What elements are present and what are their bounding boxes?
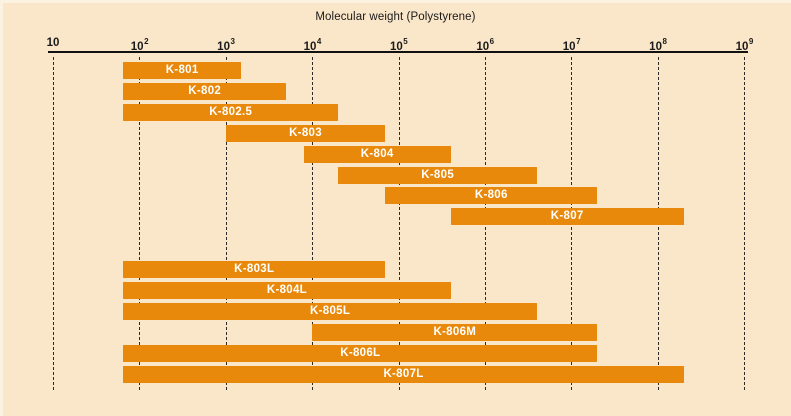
range-bar-k-802: K-802 bbox=[123, 82, 287, 100]
x-gridline bbox=[744, 57, 746, 390]
x-gridline bbox=[398, 57, 400, 390]
range-bar-k-802.5: K-802.5 bbox=[123, 103, 339, 121]
x-gridline bbox=[312, 57, 314, 390]
bar-label: K-802 bbox=[188, 84, 222, 97]
bar-label: K-804 bbox=[360, 147, 394, 160]
x-tick-label: 102 bbox=[130, 37, 149, 53]
x-tick-exponent: 9 bbox=[748, 37, 754, 46]
bar-label: K-806 bbox=[474, 189, 508, 202]
range-bar-k-803: K-803 bbox=[225, 124, 386, 142]
range-bar-k-804: K-804 bbox=[303, 145, 451, 163]
x-tick-exponent: 3 bbox=[230, 37, 235, 46]
canvas-top-edge-highlight bbox=[0, 0, 791, 3]
x-tick-label: 104 bbox=[303, 37, 322, 53]
bar-label: K-806L bbox=[340, 346, 381, 359]
x-tick-label: 105 bbox=[389, 37, 408, 53]
x-tick-exponent: 4 bbox=[316, 37, 322, 46]
range-bar-k-807: K-807 bbox=[450, 208, 684, 226]
range-bar-k-804l: K-804L bbox=[123, 281, 451, 299]
x-gridline bbox=[53, 57, 54, 390]
bar-label: K-803L bbox=[234, 263, 275, 275]
bar-label: K-803 bbox=[289, 126, 322, 139]
chart-title: Molecular weight (Polystyrene) bbox=[315, 11, 476, 23]
x-tick-exponent: 6 bbox=[489, 37, 495, 46]
bar-label: K-802.5 bbox=[209, 105, 253, 118]
range-bar-k-801: K-801 bbox=[123, 62, 241, 79]
bar-label: K-801 bbox=[165, 64, 199, 76]
range-bar-k-805: K-805 bbox=[338, 166, 537, 184]
x-tick-exponent: 5 bbox=[403, 37, 408, 46]
bar-label: K-807L bbox=[383, 367, 424, 380]
range-bar-k-806: K-806 bbox=[385, 187, 598, 205]
bar-label: K-806M bbox=[433, 325, 477, 338]
bar-label: K-805 bbox=[421, 168, 455, 181]
x-tick-exponent: 2 bbox=[144, 37, 149, 46]
x-tick-label: 107 bbox=[562, 37, 581, 53]
range-bar-k-803l: K-803L bbox=[123, 261, 386, 278]
range-bar-k-806m: K-806M bbox=[312, 323, 598, 341]
x-tick-exponent: 7 bbox=[576, 37, 581, 46]
range-bar-k-805l: K-805L bbox=[123, 302, 538, 320]
x-tick-label: 106 bbox=[476, 37, 495, 53]
x-gridline bbox=[225, 57, 227, 390]
bar-label: K-805L bbox=[310, 304, 351, 317]
canvas-left-edge-highlight bbox=[0, 0, 3, 416]
x-axis-line bbox=[48, 51, 748, 53]
x-tick-label: 108 bbox=[649, 37, 667, 53]
x-gridline bbox=[139, 57, 141, 390]
x-tick-exponent: 8 bbox=[662, 37, 667, 46]
range-bar-k-806l: K-806L bbox=[123, 344, 598, 362]
x-tick-label: 103 bbox=[217, 37, 235, 53]
x-tick-label: 109 bbox=[735, 37, 754, 53]
range-bar-k-807l: K-807L bbox=[123, 365, 684, 383]
bar-label: K-807 bbox=[550, 210, 584, 223]
x-tick-label: 10 bbox=[46, 37, 60, 49]
bar-label: K-804L bbox=[266, 283, 307, 296]
